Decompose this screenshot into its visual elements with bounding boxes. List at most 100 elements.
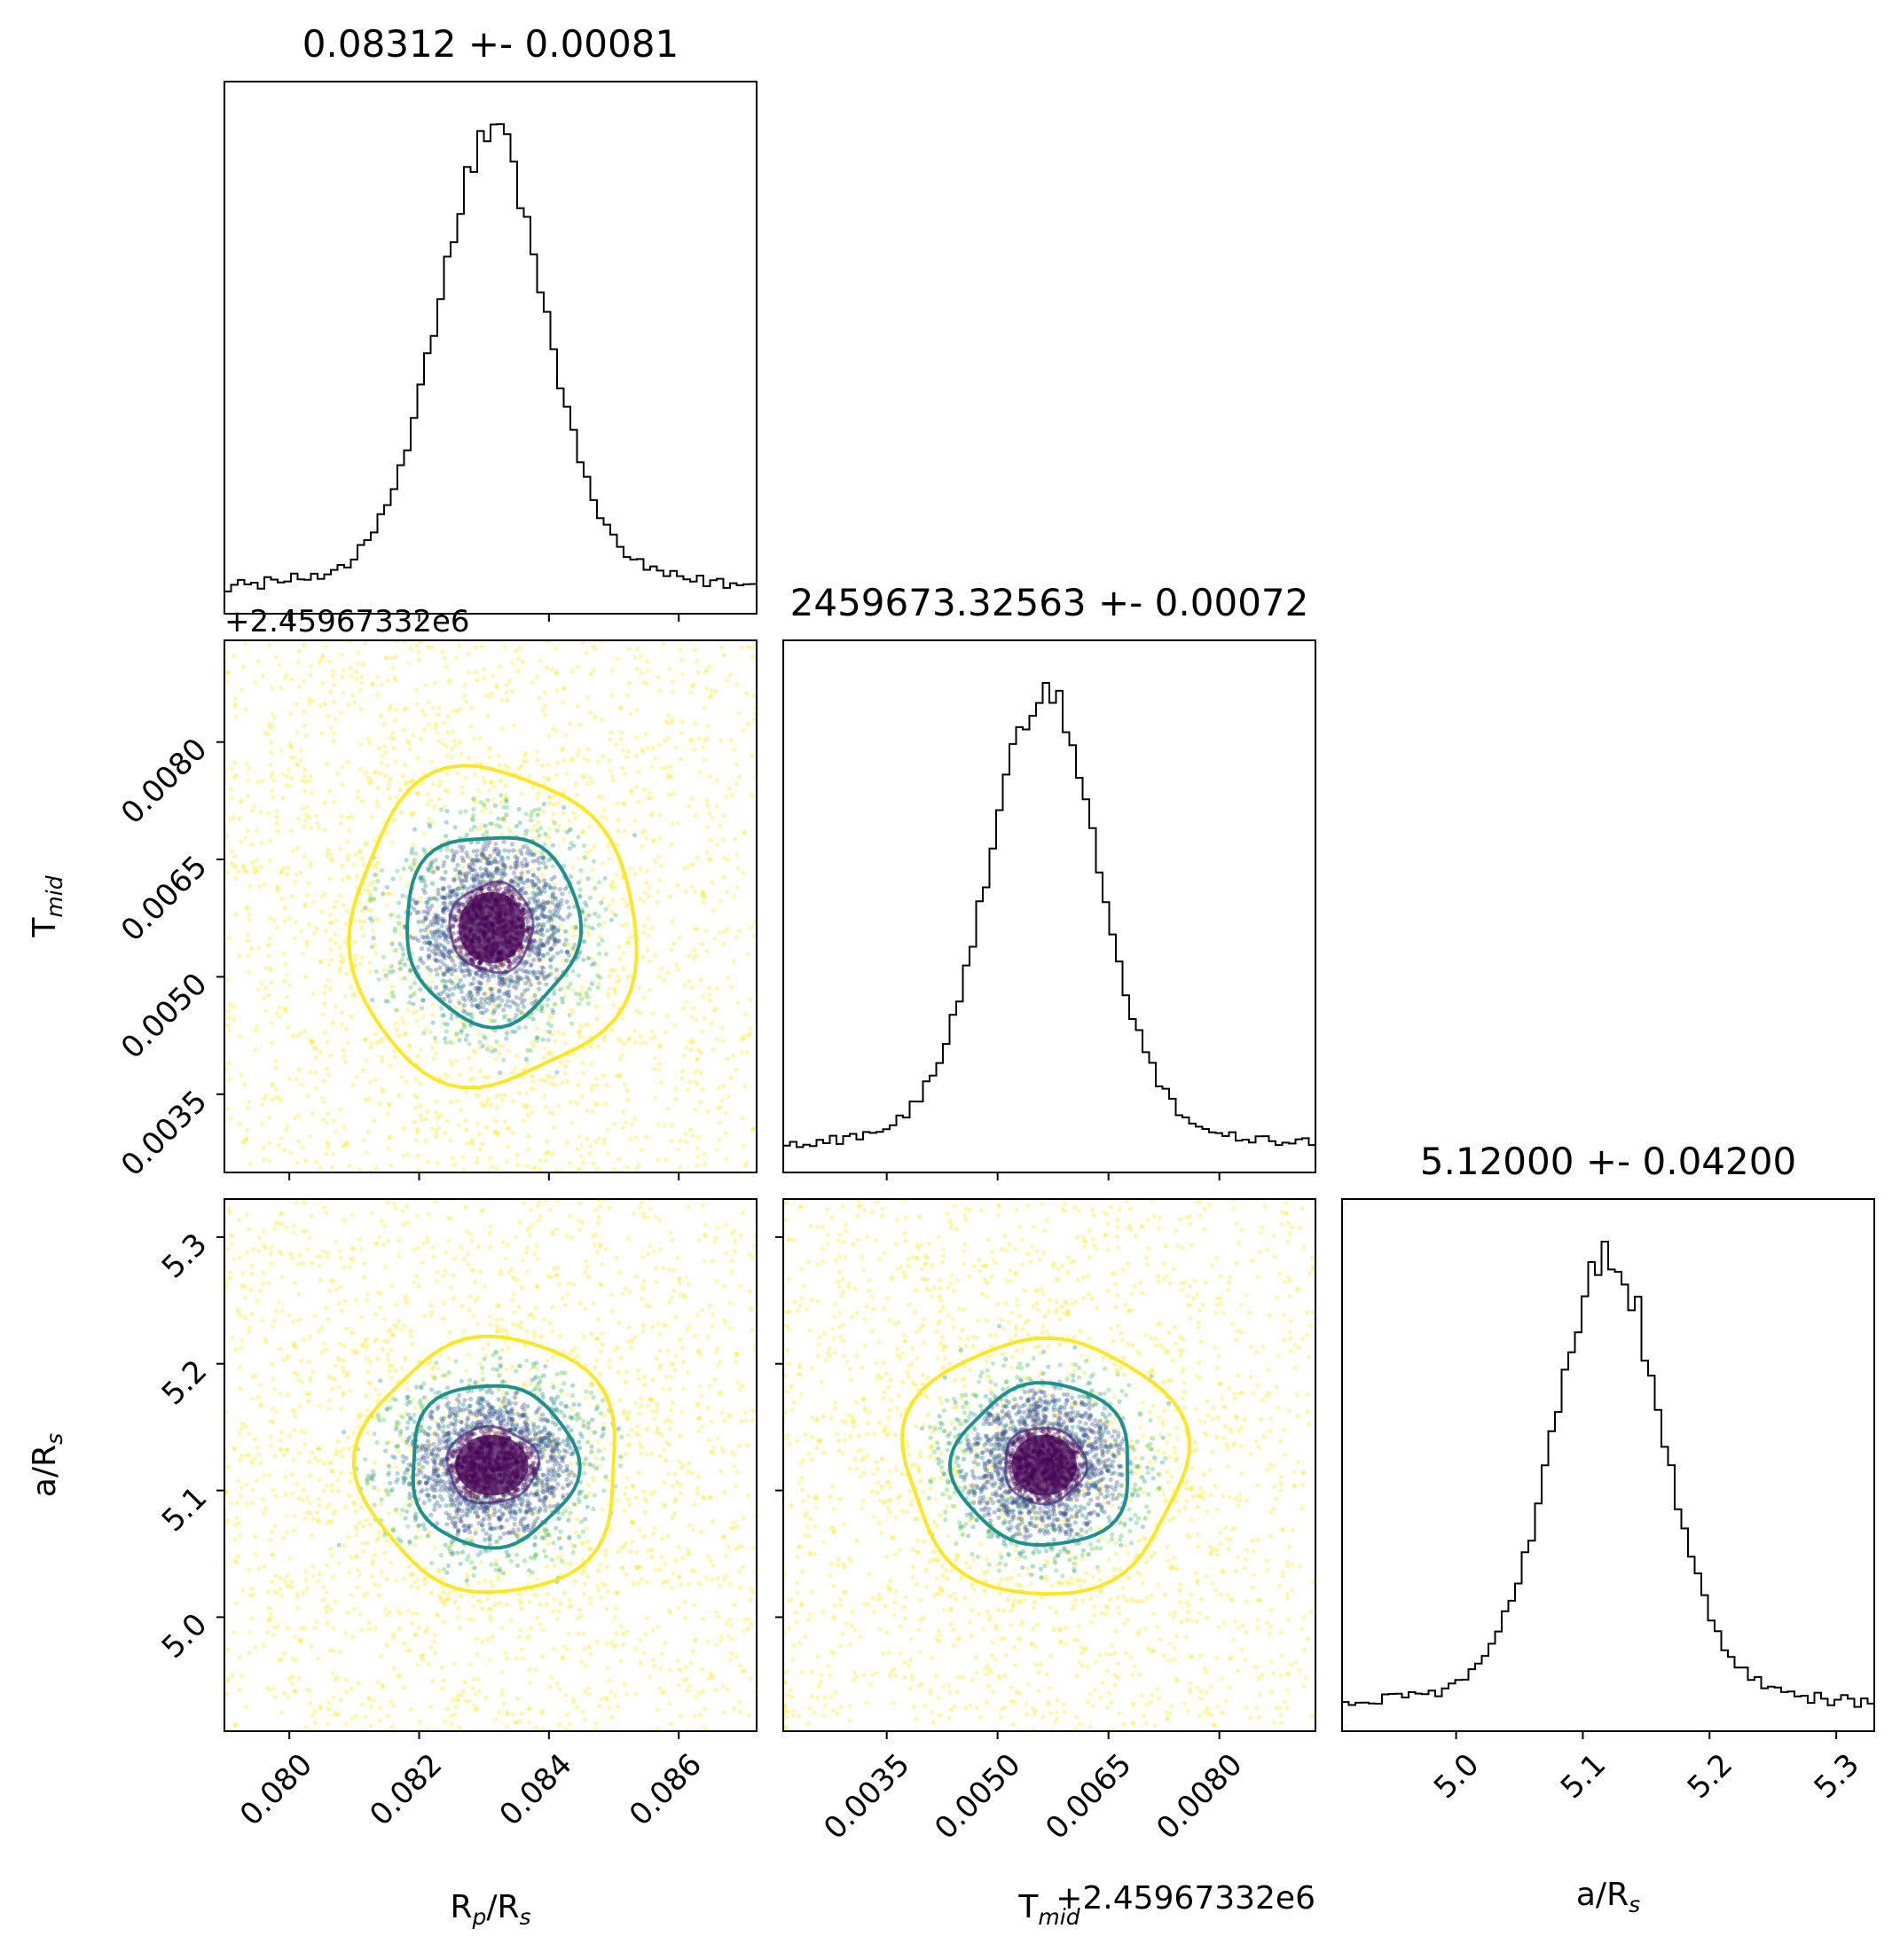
scatter-rp-tmid-point [448, 1039, 453, 1045]
scatter-rp-tmid-point [451, 877, 457, 882]
scatter-rp-tmid-point [616, 1037, 621, 1042]
scatter-rp-tmid-point [464, 1141, 469, 1147]
scatter-rp-tmid-point [709, 880, 715, 885]
scatter-rp-ars-point [567, 1721, 572, 1726]
scatter-rp-tmid-point [669, 1139, 674, 1144]
scatter-rp-tmid-point [325, 852, 330, 858]
scatter-rp-tmid-point [456, 901, 462, 906]
scatter-rp-tmid-point [586, 955, 592, 960]
scatter-rp-tmid-point [440, 1013, 445, 1018]
scatter-rp-tmid-point [347, 1163, 352, 1168]
scatter-rp-ars-point [444, 1373, 449, 1378]
scatter-rp-tmid-point [322, 990, 327, 995]
scatter-rp-tmid-point [492, 869, 498, 875]
scatter-rp-ars-point [360, 1342, 365, 1347]
scatter-rp-tmid-point [322, 891, 328, 897]
scatter-rp-tmid-point [632, 655, 638, 661]
scatter-rp-tmid-point [692, 647, 697, 653]
scatter-rp-tmid-point [691, 956, 696, 961]
scatter-rp-ars-point [668, 1610, 673, 1615]
scatter-rp-tmid-point [577, 893, 583, 898]
scatter-rp-tmid-point [561, 1031, 566, 1037]
scatter-rp-tmid-point [390, 948, 396, 953]
scatter-rp-tmid-point [670, 919, 675, 924]
scatter-rp-tmid-point [255, 659, 261, 664]
scatter-rp-tmid-point [541, 976, 546, 981]
scatter-rp-ars-point [648, 1396, 654, 1401]
scatter-rp-tmid-point [332, 1118, 337, 1124]
scatter-rp-tmid-point [519, 1010, 524, 1015]
scatter-rp-tmid-point [514, 975, 520, 980]
scatter-rp-tmid-point [532, 993, 538, 999]
scatter-rp-tmid-point [451, 963, 458, 968]
scatter-rp-tmid-point [622, 1082, 627, 1087]
scatter-rp-ars-point [269, 1244, 274, 1250]
scatter-rp-tmid-point [232, 1004, 237, 1009]
scatter-rp-tmid-point [455, 886, 461, 891]
scatter-rp-tmid-point [570, 811, 577, 816]
scatter-rp-tmid-point [552, 793, 557, 799]
scatter-rp-tmid-point [719, 1025, 725, 1031]
scatter-rp-tmid-point [532, 882, 538, 887]
scatter-rp-tmid-point [411, 811, 416, 816]
scatter-rp-ars-point [320, 1341, 326, 1346]
scatter-rp-tmid-point [346, 852, 351, 858]
scatter-rp-tmid-point [459, 883, 466, 889]
scatter-rp-tmid-point [647, 885, 652, 890]
scatter-rp-ars-point [409, 1584, 414, 1589]
scatter-rp-tmid-point [441, 906, 446, 912]
scatter-rp-tmid-point [431, 1055, 436, 1062]
scatter-rp-tmid-point [314, 813, 319, 819]
scatter-rp-tmid-point [740, 1116, 745, 1121]
scatter-rp-ars-point [302, 1201, 308, 1206]
scatter-rp-tmid-point [610, 885, 616, 890]
scatter-rp-ars-point [448, 1713, 453, 1719]
scatter-rp-ars-point [392, 1201, 397, 1206]
scatter-rp-tmid-point [547, 1015, 553, 1021]
scatter-rp-tmid-point [687, 1039, 693, 1045]
scatter-rp-tmid-point [507, 1017, 513, 1023]
scatter-rp-tmid-point [437, 916, 443, 921]
scatter-rp-tmid-point [495, 1004, 500, 1009]
scatter-rp-tmid-point [494, 683, 499, 688]
scatter-rp-tmid-point [303, 780, 309, 785]
scatter-rp-ars-point [444, 1596, 450, 1602]
scatter-rp-ars-point [614, 1255, 619, 1260]
scatter-rp-tmid-point [588, 1043, 594, 1048]
scatter-rp-tmid-point [706, 663, 712, 669]
scatter-rp-tmid-point [422, 683, 428, 688]
scatter-rp-ars-point [310, 1573, 317, 1579]
scatter-rp-tmid-point [247, 1161, 253, 1166]
scatter-rp-tmid-point [365, 907, 371, 913]
scatter-rp-ars-point [272, 1227, 278, 1232]
scatter-rp-tmid-point [503, 796, 508, 802]
scatter-rp-tmid-point [430, 1020, 436, 1025]
scatter-rp-tmid-point [468, 884, 474, 890]
scatter-rp-tmid-point [270, 771, 275, 776]
scatter-rp-ars-point [260, 1496, 265, 1501]
scatter-rp-tmid-point [744, 1160, 750, 1166]
scatter-rp-tmid-point [620, 748, 626, 754]
scatter-rp-ars-point [561, 1643, 567, 1649]
scatter-rp-ars-point [441, 1300, 446, 1305]
scatter-rp-ars-point [533, 1667, 538, 1673]
scatter-rp-tmid-point [704, 798, 710, 804]
scatter-rp-tmid-point [441, 930, 447, 936]
scatter-rp-tmid-point [579, 984, 585, 990]
scatter-rp-tmid-point [699, 941, 704, 947]
scatter-rp-tmid-point [603, 906, 608, 912]
scatter-rp-ars-point [249, 1311, 255, 1316]
scatter-rp-tmid-point [267, 1158, 272, 1164]
scatter-rp-ars-point [439, 1665, 444, 1670]
scatter-rp-tmid-point [282, 906, 287, 911]
scatter-rp-ars-point [321, 1584, 326, 1589]
scatter-rp-tmid-point [440, 649, 445, 655]
scatter-rp-tmid-point [613, 913, 618, 918]
scatter-rp-ars-point [296, 1377, 302, 1383]
scatter-rp-tmid-point [552, 874, 557, 880]
scatter-rp-tmid-point [551, 864, 556, 869]
scatter-rp-tmid-point [432, 919, 437, 924]
scatter-rp-tmid-point [484, 1047, 491, 1052]
scatter-rp-ars-point [726, 1414, 732, 1419]
scatter-rp-ars-point [412, 1405, 419, 1410]
